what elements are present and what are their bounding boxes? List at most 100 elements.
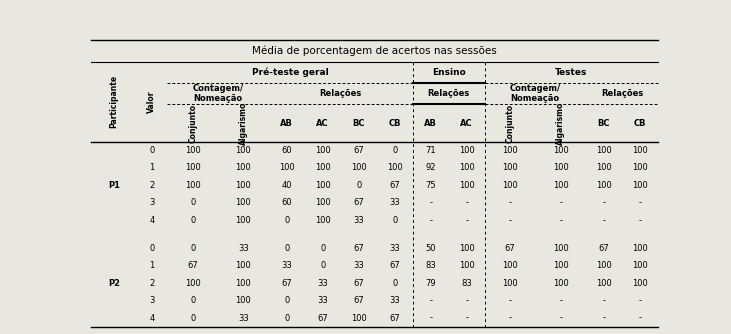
Text: -: - (465, 216, 468, 225)
Text: 0: 0 (190, 314, 195, 323)
Text: -: - (465, 198, 468, 207)
Text: 100: 100 (185, 181, 200, 190)
Text: Contagem/
Nomeação: Contagem/ Nomeação (192, 84, 243, 103)
Text: Valor: Valor (148, 91, 156, 113)
Text: 67: 67 (353, 243, 364, 253)
Text: 33: 33 (281, 261, 292, 270)
Text: 1: 1 (149, 163, 154, 172)
Text: 33: 33 (238, 314, 249, 323)
Text: 0: 0 (356, 181, 361, 190)
Text: 100: 100 (553, 181, 569, 190)
Text: 33: 33 (238, 243, 249, 253)
Text: 100: 100 (596, 163, 612, 172)
Text: 100: 100 (235, 163, 251, 172)
Text: CB: CB (388, 119, 401, 128)
Text: 100: 100 (235, 198, 251, 207)
Text: 100: 100 (351, 314, 366, 323)
Text: 0: 0 (284, 216, 289, 225)
Text: Contagem/
Nomeação: Contagem/ Nomeação (510, 84, 561, 103)
Text: 67: 67 (281, 279, 292, 288)
Text: 40: 40 (281, 181, 292, 190)
Text: 100: 100 (315, 181, 330, 190)
Text: -: - (638, 198, 641, 207)
Text: 67: 67 (390, 261, 400, 270)
Text: BC: BC (598, 119, 610, 128)
Text: 0: 0 (320, 261, 325, 270)
Text: Algarismo: Algarismo (556, 101, 565, 145)
Text: 100: 100 (632, 146, 648, 155)
Text: 100: 100 (459, 146, 474, 155)
Text: 4: 4 (149, 314, 154, 323)
Text: 2: 2 (149, 181, 154, 190)
Text: Conjunto: Conjunto (505, 104, 515, 143)
Text: -: - (429, 296, 432, 305)
Text: -: - (509, 314, 512, 323)
Text: -: - (465, 314, 468, 323)
Text: -: - (638, 216, 641, 225)
Text: 100: 100 (553, 261, 569, 270)
Text: 0: 0 (284, 243, 289, 253)
Text: -: - (602, 296, 605, 305)
Text: 100: 100 (235, 296, 251, 305)
Text: 1: 1 (149, 261, 154, 270)
Text: -: - (509, 296, 512, 305)
Text: 0: 0 (190, 198, 195, 207)
Text: Algarismo: Algarismo (239, 101, 248, 145)
Text: 71: 71 (425, 146, 436, 155)
Text: -: - (602, 314, 605, 323)
Text: 100: 100 (459, 181, 474, 190)
Text: -: - (509, 216, 512, 225)
Text: -: - (429, 198, 432, 207)
Text: -: - (429, 216, 432, 225)
Text: BC: BC (352, 119, 365, 128)
Text: 33: 33 (317, 296, 328, 305)
Text: 100: 100 (632, 163, 648, 172)
Text: Relações: Relações (319, 89, 362, 98)
Text: Pré-teste geral: Pré-teste geral (251, 67, 328, 77)
Text: 2: 2 (149, 279, 154, 288)
Text: 50: 50 (425, 243, 436, 253)
Text: AC: AC (461, 119, 473, 128)
Text: 100: 100 (596, 181, 612, 190)
Text: 0: 0 (190, 216, 195, 225)
Text: 67: 67 (317, 314, 328, 323)
Text: 100: 100 (235, 216, 251, 225)
Text: -: - (602, 216, 605, 225)
Text: 33: 33 (317, 279, 328, 288)
Text: 67: 67 (599, 243, 610, 253)
Text: AC: AC (317, 119, 329, 128)
Text: 4: 4 (149, 216, 154, 225)
Text: 100: 100 (632, 279, 648, 288)
Text: 0: 0 (190, 296, 195, 305)
Text: 100: 100 (502, 279, 518, 288)
Text: 67: 67 (353, 296, 364, 305)
Text: 60: 60 (281, 198, 292, 207)
Text: 0: 0 (190, 243, 195, 253)
Text: 83: 83 (425, 261, 436, 270)
Text: -: - (509, 198, 512, 207)
Text: 67: 67 (390, 181, 400, 190)
Text: 100: 100 (185, 146, 200, 155)
Text: 100: 100 (553, 146, 569, 155)
Text: 67: 67 (353, 198, 364, 207)
Text: P2: P2 (108, 279, 120, 288)
Text: 100: 100 (235, 279, 251, 288)
Text: 100: 100 (459, 243, 474, 253)
Text: 33: 33 (390, 296, 400, 305)
Text: 0: 0 (392, 279, 397, 288)
Text: 67: 67 (187, 261, 198, 270)
Text: 100: 100 (632, 181, 648, 190)
Text: Relações: Relações (428, 89, 470, 98)
Text: 100: 100 (315, 146, 330, 155)
Text: 79: 79 (425, 279, 436, 288)
Text: 60: 60 (281, 146, 292, 155)
Text: 0: 0 (392, 216, 397, 225)
Text: 0: 0 (392, 146, 397, 155)
Text: 75: 75 (425, 181, 436, 190)
Text: 100: 100 (459, 261, 474, 270)
Text: CB: CB (634, 119, 646, 128)
Text: 100: 100 (553, 243, 569, 253)
Text: P1: P1 (108, 181, 120, 190)
Text: 67: 67 (353, 146, 364, 155)
Text: 33: 33 (390, 198, 400, 207)
